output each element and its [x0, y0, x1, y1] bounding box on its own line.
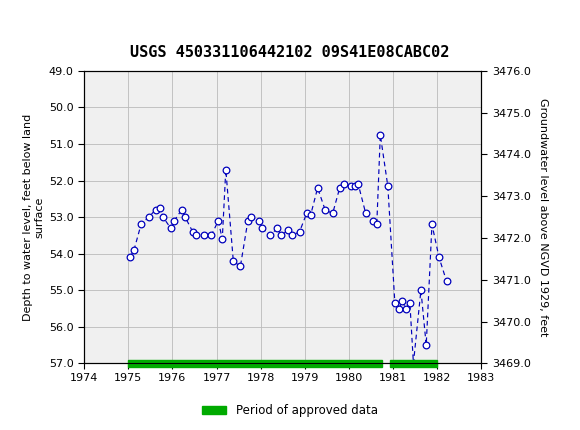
Bar [390, 360, 437, 367]
Legend: Period of approved data: Period of approved data [198, 399, 382, 422]
Text: USGS 450331106442102 09S41E08CABC02: USGS 450331106442102 09S41E08CABC02 [130, 45, 450, 60]
Y-axis label: Depth to water level, feet below land
surface: Depth to water level, feet below land su… [23, 114, 45, 321]
Y-axis label: Groundwater level above NGVD 1929, feet: Groundwater level above NGVD 1929, feet [538, 98, 548, 336]
Text: USGS: USGS [32, 12, 87, 29]
Bar [128, 360, 382, 367]
Text: ≡: ≡ [3, 9, 24, 32]
